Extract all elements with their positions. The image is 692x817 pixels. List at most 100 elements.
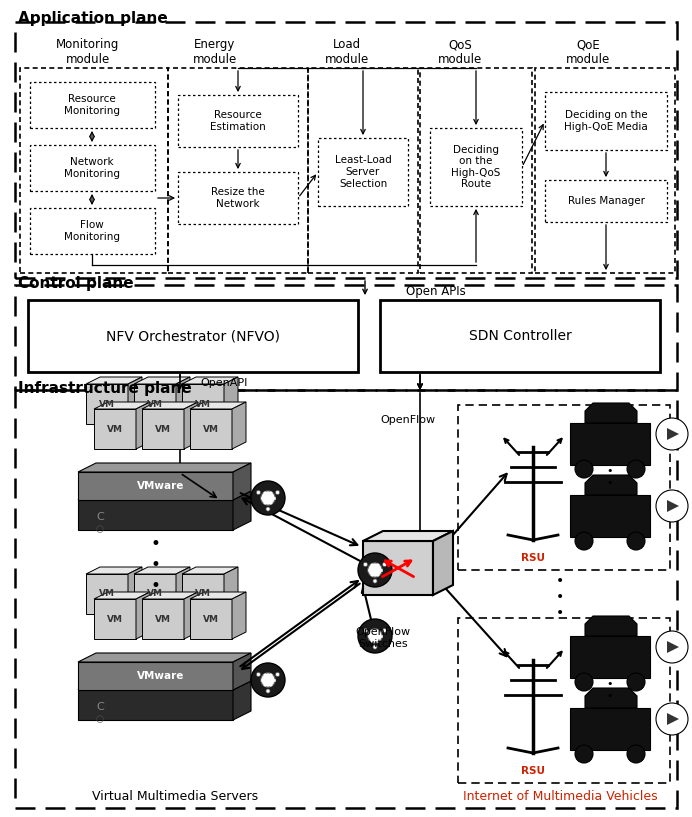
Polygon shape: [94, 402, 150, 409]
Polygon shape: [585, 403, 637, 423]
Text: •
•
•: • • •: [150, 535, 160, 595]
Polygon shape: [585, 616, 637, 636]
Text: VM: VM: [147, 400, 163, 408]
Text: Control plane: Control plane: [18, 275, 134, 291]
Circle shape: [257, 490, 260, 494]
Polygon shape: [78, 463, 251, 472]
Text: Energy
module: Energy module: [193, 38, 237, 66]
Bar: [28, 300, 358, 372]
Bar: [458, 618, 670, 783]
Text: C: C: [96, 702, 104, 712]
Circle shape: [575, 532, 593, 550]
Bar: [168, 68, 308, 273]
Polygon shape: [190, 402, 246, 409]
Circle shape: [257, 672, 260, 676]
Polygon shape: [190, 592, 246, 599]
Text: Monitoring
module: Monitoring module: [56, 38, 120, 66]
Circle shape: [627, 745, 645, 763]
Text: VMware: VMware: [137, 481, 185, 491]
Polygon shape: [233, 491, 251, 530]
Text: VM: VM: [107, 425, 123, 434]
Text: ◯: ◯: [96, 525, 104, 533]
Text: Resize the
Network: Resize the Network: [211, 187, 265, 209]
Polygon shape: [232, 402, 246, 449]
Bar: [20, 68, 168, 273]
Bar: [30, 208, 155, 254]
Polygon shape: [176, 567, 190, 614]
Text: Least-Load
Server
Selection: Least-Load Server Selection: [335, 155, 392, 189]
Polygon shape: [433, 531, 453, 595]
Text: Deciding
on the
High-QoS
Route: Deciding on the High-QoS Route: [451, 145, 501, 190]
Polygon shape: [142, 409, 184, 449]
Polygon shape: [182, 567, 238, 574]
Circle shape: [368, 563, 382, 577]
Text: OpenAPI: OpenAPI: [200, 378, 247, 388]
Polygon shape: [78, 491, 251, 500]
Text: Resource
Monitoring: Resource Monitoring: [64, 94, 120, 116]
Circle shape: [656, 418, 688, 450]
Text: •
•
•: • • •: [556, 574, 564, 620]
Text: VM: VM: [107, 614, 123, 623]
Circle shape: [363, 628, 367, 632]
Circle shape: [656, 490, 688, 522]
Polygon shape: [184, 592, 198, 639]
Polygon shape: [667, 713, 679, 725]
Bar: [15, 285, 677, 390]
Text: Open APIs: Open APIs: [406, 284, 466, 297]
Text: RSU: RSU: [521, 766, 545, 776]
Bar: [535, 68, 675, 273]
Polygon shape: [134, 384, 176, 424]
Polygon shape: [184, 402, 198, 449]
Polygon shape: [570, 423, 650, 465]
Polygon shape: [585, 688, 637, 708]
Polygon shape: [78, 500, 233, 530]
Circle shape: [373, 579, 377, 583]
Polygon shape: [190, 599, 232, 639]
Circle shape: [358, 553, 392, 587]
Bar: [420, 68, 532, 273]
Text: OpenFlow: OpenFlow: [380, 415, 435, 425]
Polygon shape: [182, 377, 238, 384]
Polygon shape: [233, 463, 251, 500]
Polygon shape: [224, 567, 238, 614]
Polygon shape: [86, 574, 128, 614]
Text: •
•: • •: [607, 467, 613, 488]
Text: VM: VM: [99, 400, 115, 408]
Circle shape: [358, 619, 392, 653]
Text: VM: VM: [147, 590, 163, 599]
Circle shape: [656, 703, 688, 735]
Circle shape: [275, 490, 280, 494]
Polygon shape: [232, 592, 246, 639]
Text: VM: VM: [155, 425, 171, 434]
Bar: [30, 145, 155, 191]
Circle shape: [575, 673, 593, 691]
Polygon shape: [142, 599, 184, 639]
Text: Flow
Monitoring: Flow Monitoring: [64, 221, 120, 242]
Polygon shape: [136, 402, 150, 449]
Polygon shape: [86, 567, 142, 574]
Circle shape: [251, 481, 285, 515]
Text: Load
module: Load module: [325, 38, 369, 66]
Polygon shape: [570, 636, 650, 678]
Polygon shape: [142, 402, 198, 409]
Text: RSU: RSU: [521, 553, 545, 563]
Circle shape: [266, 689, 270, 693]
Text: •
•: • •: [607, 679, 613, 701]
Bar: [318, 138, 408, 206]
Circle shape: [251, 663, 285, 697]
Text: VM: VM: [99, 590, 115, 599]
Polygon shape: [136, 592, 150, 639]
Polygon shape: [667, 500, 679, 512]
Bar: [380, 300, 660, 372]
Bar: [545, 180, 667, 222]
Text: VM: VM: [155, 614, 171, 623]
Text: SDN Controller: SDN Controller: [468, 329, 572, 343]
Text: Network
Monitoring: Network Monitoring: [64, 157, 120, 179]
Text: VM: VM: [195, 400, 211, 408]
Text: Internet of Multimedia Vehicles: Internet of Multimedia Vehicles: [463, 789, 657, 802]
Polygon shape: [78, 472, 233, 500]
Bar: [30, 82, 155, 128]
Circle shape: [575, 460, 593, 478]
Circle shape: [656, 631, 688, 663]
Text: Rules Manager: Rules Manager: [567, 196, 644, 206]
